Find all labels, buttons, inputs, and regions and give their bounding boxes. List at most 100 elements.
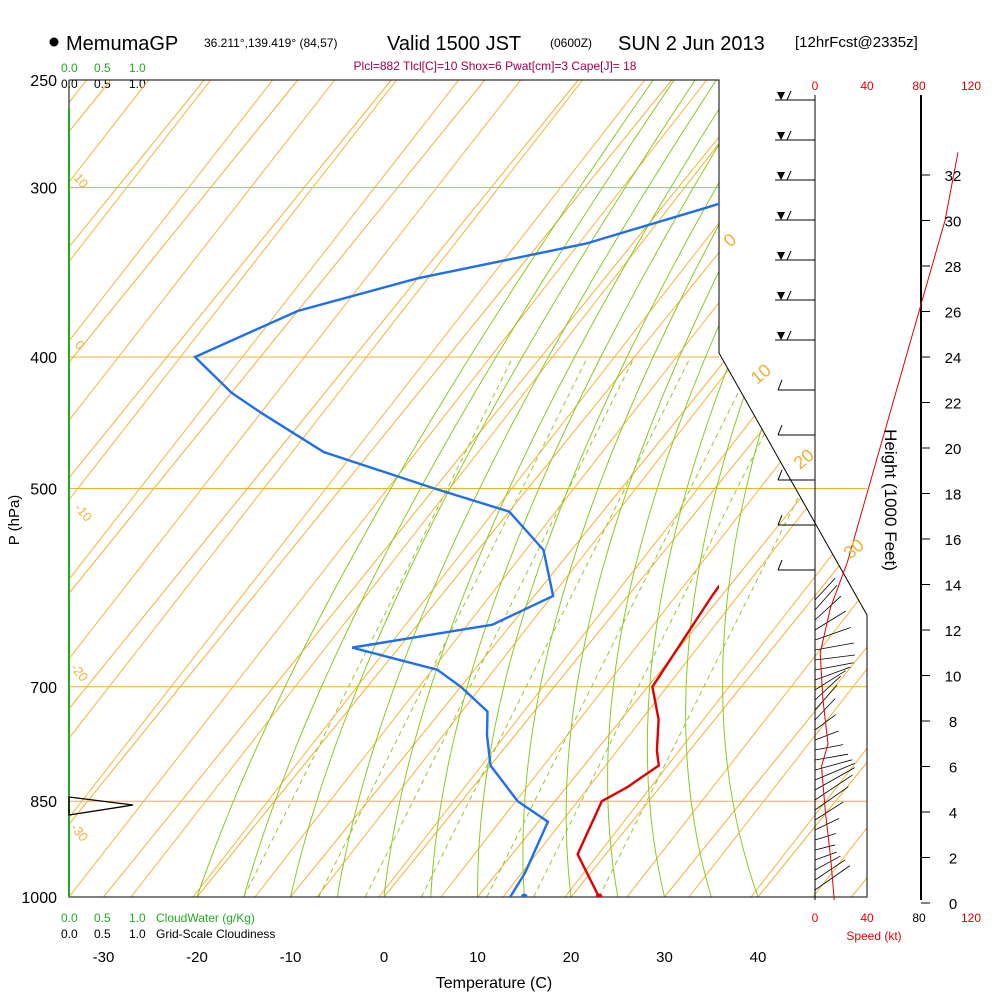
isotherm-label: 0 — [72, 337, 88, 352]
wind-barb — [814, 610, 847, 631]
wind-barb-feather — [786, 330, 792, 341]
isotherm--40 — [69, 80, 673, 897]
height-tick-6: 6 — [949, 760, 957, 777]
valid-time: Valid 1500 JST — [387, 33, 521, 55]
moist-adiabat--20 — [196, 80, 654, 897]
isotherm-30 — [664, 80, 867, 897]
height-tick-8: 8 — [949, 714, 957, 731]
wind-barb — [814, 859, 846, 881]
pressure-ticks: 250 300 400 500 700 850 1000 — [21, 73, 57, 907]
height-tick-28: 28 — [945, 259, 962, 276]
dry-adiabat — [316, 80, 867, 897]
wind-barb-feather — [786, 130, 792, 141]
wind-barb — [814, 654, 856, 661]
cw-scale-top-1: 0.5 — [94, 61, 111, 75]
height-tick-16: 16 — [945, 532, 962, 549]
pressure-tick-500: 500 — [30, 482, 57, 499]
temperature-profile-line — [576, 584, 719, 897]
dry-adiabat — [69, 80, 152, 897]
wind-barb — [814, 684, 838, 711]
speed-tick-top-0: 0 — [812, 79, 819, 93]
wind-barb-feather — [786, 290, 792, 301]
wind-barb-feather — [777, 514, 783, 526]
speed-tick-bottom-0: 0 — [812, 911, 819, 925]
temperature-tick--10: -10 — [280, 949, 302, 966]
mixing-ratio-line-20 — [598, 356, 867, 897]
cw-scale-top-2: 1.0 — [129, 61, 146, 75]
wind-barb-feather — [786, 210, 792, 221]
height-tick-12: 12 — [945, 623, 962, 640]
wind-barb-feather — [786, 250, 792, 261]
moist-adiabat-15 — [522, 80, 801, 897]
speed-axis-label: Speed (kt) — [846, 929, 901, 943]
dry-adiabat — [69, 80, 710, 897]
height-tick-4: 4 — [949, 805, 957, 822]
wind-barb-feather — [777, 424, 783, 436]
cloudiness-scale-bot-1: 0.5 — [94, 927, 111, 941]
mixing-ratio-lines: 1 2 3 5 8 12 20 — [243, 356, 867, 917]
moist-adiabat-5 — [430, 80, 759, 897]
speed-tick-top-120: 120 — [961, 79, 981, 93]
dry-adiabat-lines — [69, 80, 867, 897]
speed-tick-top-80: 80 — [912, 79, 926, 93]
pressure-axis-label: P (hPa) — [6, 495, 23, 546]
wind-barb-flag — [777, 92, 785, 100]
wind-barb — [814, 698, 836, 721]
wind-barb — [814, 759, 853, 771]
cloudiness-scale-top-1: 0.5 — [94, 77, 111, 91]
temperature-tick-30: 30 — [656, 949, 673, 966]
wind-barb — [814, 670, 846, 691]
wind-barb — [814, 578, 836, 601]
dewpoint-profile-line — [192, 202, 719, 897]
station-dot-icon — [49, 37, 59, 47]
wind-barb-flag — [777, 252, 785, 260]
wind-barbs — [775, 90, 856, 891]
station-name: MemumaGP — [66, 33, 178, 55]
cloudiness-scale-top-0: 0.0 — [61, 77, 78, 91]
wind-barb — [814, 855, 841, 871]
height-axis-label: Height (1000 Feet) — [881, 429, 900, 571]
cloudiness-scale-bot-0: 0.0 — [61, 927, 78, 941]
cloudiness-label: Grid-Scale Cloudiness — [156, 927, 275, 941]
wind-barb-flag — [777, 212, 785, 220]
dry-adiabat — [69, 80, 648, 897]
cloud-scale-top: 0.0 0.5 1.0 0.0 0.5 1.0 — [61, 61, 146, 91]
dry-adiabat — [69, 80, 276, 897]
cw-scale-bot-0: 0.0 — [61, 911, 78, 925]
pressure-tick-400: 400 — [30, 350, 57, 367]
moist-adiabat--10 — [290, 80, 696, 897]
utc-time: (0600Z) — [550, 36, 592, 50]
isobar-lines — [69, 79, 867, 898]
wind-barb — [814, 833, 836, 841]
dry-adiabat — [564, 80, 867, 897]
dry-adiabat — [69, 80, 586, 897]
dry-adiabat — [440, 80, 867, 897]
height-tick-20: 20 — [945, 441, 962, 458]
wind-speed-line — [819, 152, 959, 900]
height-tick-32: 32 — [945, 168, 962, 185]
mixing-ratio-label: 2 — [306, 903, 321, 917]
wind-barb — [814, 595, 842, 621]
dry-adiabat-label: 30 — [840, 535, 868, 563]
height-tick-2: 2 — [949, 851, 957, 868]
pressure-tick-700: 700 — [30, 680, 57, 697]
surface-dewpoint-dot — [520, 893, 528, 897]
isotherm--110 — [0, 80, 17, 897]
wind-barb-flag — [777, 132, 785, 140]
temperature-tick-20: 20 — [563, 949, 580, 966]
isotherm--90 — [69, 80, 205, 897]
temperature-tick-10: 10 — [469, 949, 486, 966]
moist-adiabat-10 — [477, 80, 780, 897]
temperature-tick--30: -30 — [93, 949, 115, 966]
dry-adiabat-label: 0 — [720, 229, 741, 251]
dry-adiabat — [626, 80, 867, 897]
wind-barb-flag — [777, 292, 785, 300]
isotherm-label: -10 — [72, 500, 96, 524]
wind-barb — [814, 851, 837, 861]
isotherm--60 — [69, 80, 486, 897]
mixing-ratio-label: 5 — [408, 903, 423, 917]
moist-adiabat--5 — [336, 80, 717, 897]
dry-adiabat — [69, 80, 400, 897]
station-location: 36.211°,139.419° (84,57) — [204, 36, 337, 50]
